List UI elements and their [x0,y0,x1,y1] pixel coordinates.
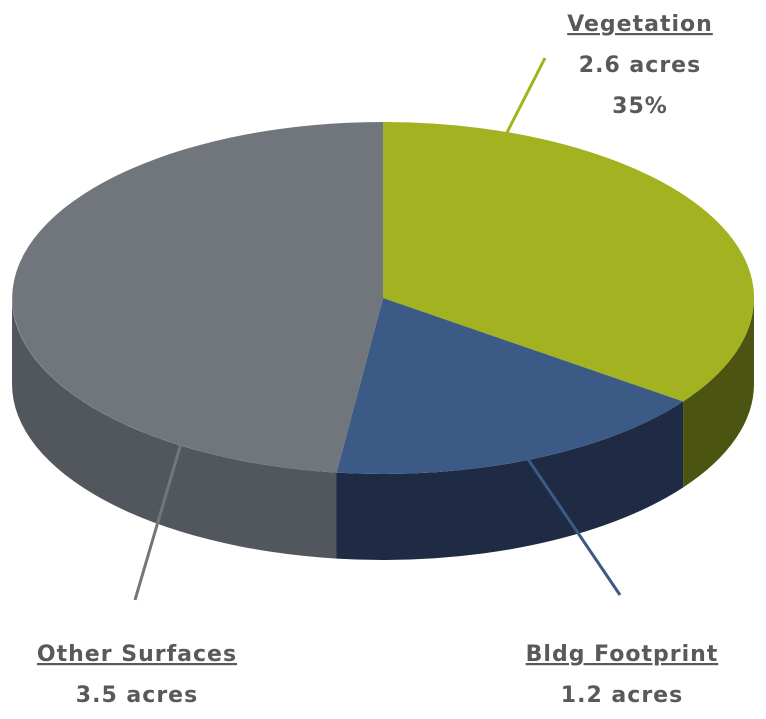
slice [336,298,684,474]
slice-side [683,298,754,488]
leader-line [468,57,547,206]
slice-side [12,298,337,559]
value-label: 35% [612,94,668,119]
area-label: 3.5 acres [76,683,198,708]
slice [12,122,383,473]
category-label: Vegetation [567,12,713,37]
leader-line [513,439,622,596]
category-label: Other Surfaces [37,642,237,667]
area-label: 1.2 acres [561,683,683,708]
leader-line [133,439,184,601]
category-label: Bldg Footprint [526,642,719,667]
slice-side [336,401,684,560]
area-label: 2.6 acres [579,53,701,78]
